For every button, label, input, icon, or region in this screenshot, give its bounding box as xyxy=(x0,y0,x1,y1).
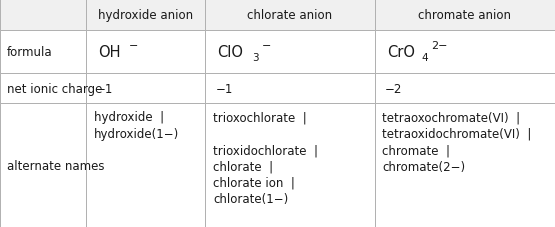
Text: −1: −1 xyxy=(215,82,233,95)
Bar xyxy=(0,73,86,104)
Text: hydroxide anion: hydroxide anion xyxy=(98,9,193,22)
Text: −2: −2 xyxy=(385,82,402,95)
Text: CrO: CrO xyxy=(387,45,415,60)
Text: chlorate anion: chlorate anion xyxy=(248,9,332,22)
Text: formula: formula xyxy=(7,46,52,59)
Bar xyxy=(86,104,205,227)
Text: hydroxide  |: hydroxide | xyxy=(94,111,164,124)
Bar xyxy=(86,0,205,31)
Text: 3: 3 xyxy=(253,52,259,62)
Text: chromate(2−): chromate(2−) xyxy=(382,160,466,173)
Bar xyxy=(0,31,86,73)
Bar xyxy=(375,73,555,104)
Text: chlorate(1−): chlorate(1−) xyxy=(213,192,289,205)
Text: net ionic charge: net ionic charge xyxy=(7,82,102,95)
Text: tetraoxidochromate(VI)  |: tetraoxidochromate(VI) | xyxy=(382,127,532,140)
Text: −1: −1 xyxy=(96,82,113,95)
Bar xyxy=(375,31,555,73)
Text: tetraoxochromate(VI)  |: tetraoxochromate(VI) | xyxy=(382,111,521,124)
Text: chlorate ion  |: chlorate ion | xyxy=(213,176,295,189)
Bar xyxy=(375,104,555,227)
Text: chlorate  |: chlorate | xyxy=(213,160,273,173)
Text: ClO: ClO xyxy=(218,45,244,60)
Text: 2−: 2− xyxy=(431,41,448,50)
Text: alternate names: alternate names xyxy=(7,159,104,172)
Bar xyxy=(205,31,375,73)
Bar xyxy=(205,0,375,31)
Text: chromate  |: chromate | xyxy=(382,143,451,156)
Text: OH: OH xyxy=(98,45,121,60)
Text: chromate anion: chromate anion xyxy=(418,9,511,22)
Bar xyxy=(205,73,375,104)
Text: 4: 4 xyxy=(422,52,428,62)
Text: trioxidochlorate  |: trioxidochlorate | xyxy=(213,143,318,156)
Text: hydroxide(1−): hydroxide(1−) xyxy=(94,127,179,140)
Bar xyxy=(86,73,205,104)
Bar xyxy=(0,0,86,31)
Bar xyxy=(86,31,205,73)
Bar xyxy=(205,104,375,227)
Text: −: − xyxy=(129,41,138,50)
Bar xyxy=(0,104,86,227)
Bar xyxy=(375,0,555,31)
Text: −: − xyxy=(262,41,271,50)
Text: trioxochlorate  |: trioxochlorate | xyxy=(213,111,307,124)
